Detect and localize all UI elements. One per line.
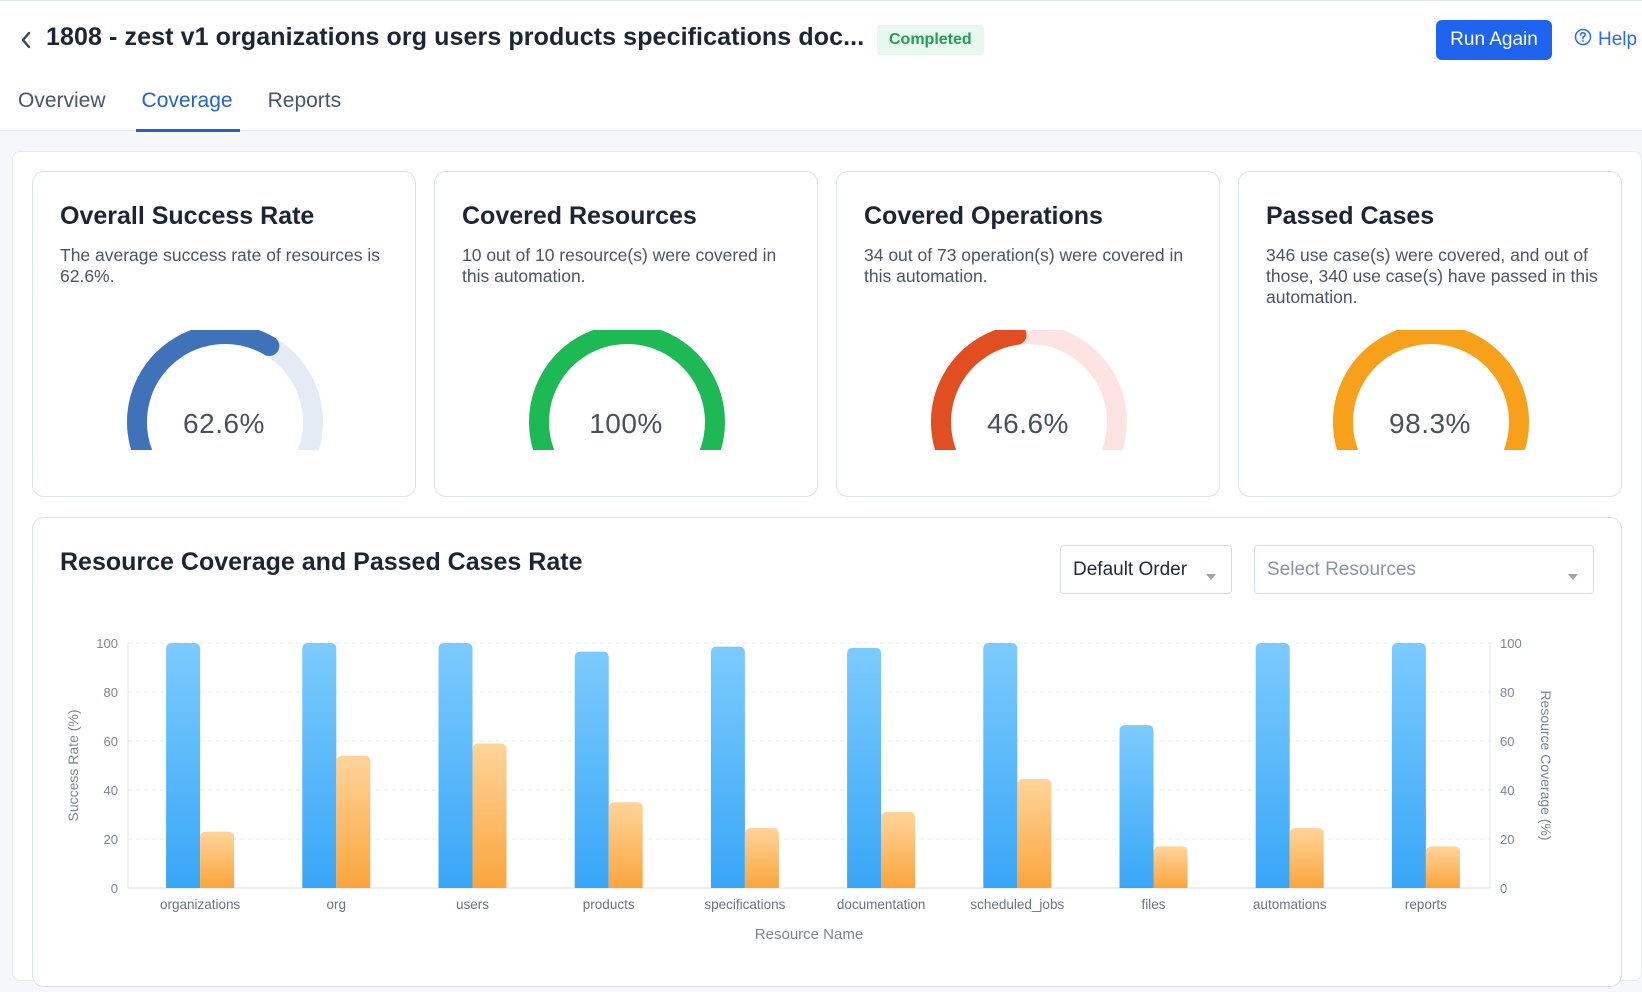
gauge-fill bbox=[127, 330, 280, 450]
tab-overview[interactable]: Overview bbox=[18, 89, 106, 112]
gauge-value: 100% bbox=[589, 408, 663, 439]
bar-resource-coverage bbox=[744, 827, 779, 888]
caret-down-icon bbox=[1567, 565, 1579, 587]
gauge-value: 62.6% bbox=[183, 408, 265, 439]
bar-success-rate bbox=[847, 647, 882, 888]
y-axis-title: Success Rate (%) bbox=[65, 709, 81, 821]
resources-select[interactable]: Select Resources bbox=[1254, 545, 1594, 594]
run-again-button[interactable]: Run Again bbox=[1436, 20, 1552, 60]
y-tick-label: 80 bbox=[104, 685, 118, 700]
resource-coverage-chart-card: Resource Coverage and Passed Cases Rate … bbox=[32, 517, 1622, 987]
y2-tick-label: 0 bbox=[1500, 881, 1507, 896]
bar-resource-coverage bbox=[881, 812, 916, 888]
help-circle-icon bbox=[1574, 28, 1592, 52]
bar-success-rate bbox=[1255, 643, 1290, 888]
passed-cases-gauge bbox=[1333, 330, 1529, 450]
y2-axis-title: Resource Coverage (%) bbox=[1538, 690, 1554, 840]
bar-success-rate bbox=[574, 651, 609, 888]
help-link[interactable]: Help bbox=[1574, 28, 1637, 52]
y2-tick-label: 60 bbox=[1500, 734, 1514, 749]
bar-resource-coverage bbox=[1425, 846, 1460, 888]
caret-down-icon bbox=[1205, 565, 1217, 587]
y-tick-label: 20 bbox=[104, 832, 118, 847]
bar-success-rate bbox=[302, 643, 337, 888]
card-description: 10 out of 10 resource(s) were covered in… bbox=[462, 245, 777, 286]
covered-resources-gauge bbox=[529, 330, 725, 450]
y2-tick-label: 80 bbox=[1500, 685, 1514, 700]
gauge-value: 46.6% bbox=[987, 408, 1069, 439]
bar-success-rate bbox=[710, 646, 745, 888]
header-bar: 1808 - zest v1 organizations org users p… bbox=[0, 0, 1642, 132]
card-description: 346 use case(s) were covered, and out of… bbox=[1266, 245, 1598, 307]
x-tick-label: org bbox=[327, 897, 347, 912]
bar-resource-coverage bbox=[608, 802, 643, 888]
card-title: Covered Resources bbox=[462, 202, 697, 230]
tab-bar: Overview Coverage Reports bbox=[0, 83, 341, 132]
tab-coverage[interactable]: Coverage bbox=[135, 83, 240, 132]
bar-resource-coverage bbox=[472, 743, 507, 888]
resources-select-placeholder: Select Resources bbox=[1267, 558, 1416, 580]
chevron-left-icon[interactable] bbox=[14, 27, 38, 53]
x-tick-label: files bbox=[1141, 897, 1165, 912]
bar-resource-coverage bbox=[336, 755, 371, 888]
y-tick-label: 0 bbox=[111, 881, 118, 896]
gauge-fill bbox=[1333, 330, 1529, 450]
card-description: The average success rate of resources is… bbox=[60, 245, 381, 286]
bar-success-rate bbox=[1119, 725, 1154, 888]
bar-resource-coverage bbox=[1289, 827, 1324, 888]
x-tick-label: scheduled_jobs bbox=[970, 897, 1064, 912]
x-tick-label: users bbox=[456, 897, 489, 912]
x-tick-label: reports bbox=[1405, 897, 1447, 912]
y-tick-label: 100 bbox=[96, 636, 118, 651]
page-title: 1808 - zest v1 organizations org users p… bbox=[46, 23, 865, 51]
covered-operations-gauge bbox=[931, 330, 1127, 450]
bar-resource-coverage bbox=[1017, 778, 1052, 888]
x-tick-label: organizations bbox=[160, 897, 241, 912]
y-tick-label: 60 bbox=[104, 734, 118, 749]
bar-chart: 0 0 20 20 40 40 60 60 80 80 100 100 organizations org… bbox=[65, 636, 1554, 943]
card-title: Overall Success Rate bbox=[60, 202, 315, 230]
bar-resource-coverage bbox=[1153, 846, 1188, 888]
y2-tick-label: 40 bbox=[1500, 783, 1514, 798]
success-rate-gauge bbox=[127, 330, 323, 450]
bar-success-rate bbox=[1391, 643, 1426, 888]
bar-success-rate bbox=[438, 643, 473, 888]
passed-cases-card: Passed Cases 346 use case(s) were covere… bbox=[1238, 171, 1622, 497]
x-tick-label: documentation bbox=[837, 897, 926, 912]
x-tick-label: products bbox=[583, 897, 635, 912]
chart-title: Resource Coverage and Passed Cases Rate bbox=[60, 548, 583, 576]
gauge-fill bbox=[529, 330, 725, 450]
y2-tick-label: 20 bbox=[1500, 832, 1514, 847]
order-select[interactable]: Default Order bbox=[1060, 545, 1232, 594]
status-badge: Completed bbox=[877, 25, 984, 55]
card-description: 34 out of 73 operation(s) were covered i… bbox=[864, 245, 1184, 286]
covered-operations-card: Covered Operations 34 out of 73 operatio… bbox=[836, 171, 1220, 497]
bar-success-rate bbox=[166, 643, 201, 888]
card-title: Passed Cases bbox=[1266, 202, 1435, 230]
bar-success-rate bbox=[983, 643, 1018, 888]
x-axis-title: Resource Name bbox=[755, 926, 863, 943]
tab-reports[interactable]: Reports bbox=[267, 89, 342, 112]
covered-resources-card: Covered Resources 10 out of 10 resource(… bbox=[434, 171, 818, 497]
x-tick-label: specifications bbox=[704, 897, 785, 912]
x-tick-label: automations bbox=[1253, 897, 1327, 912]
gauge-value: 98.3% bbox=[1389, 408, 1471, 439]
y2-tick-label: 100 bbox=[1500, 636, 1522, 651]
help-label: Help bbox=[1598, 29, 1638, 50]
y-tick-label: 40 bbox=[104, 783, 118, 798]
order-select-value: Default Order bbox=[1073, 558, 1188, 580]
overall-success-rate-card: Overall Success Rate The average success… bbox=[32, 171, 416, 497]
bar-resource-coverage bbox=[200, 831, 235, 888]
card-title: Covered Operations bbox=[864, 202, 1103, 230]
gauge-fill bbox=[931, 330, 1027, 450]
